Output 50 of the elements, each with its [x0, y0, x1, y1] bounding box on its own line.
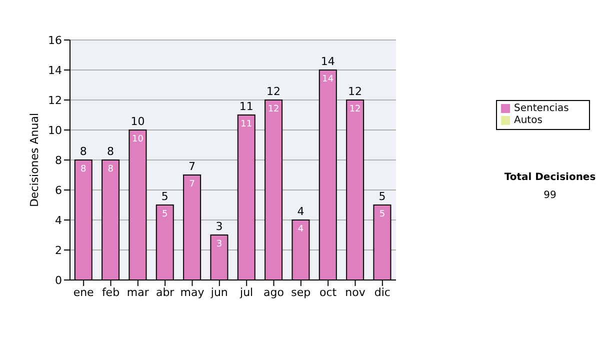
y-tick-label: 0: [55, 274, 62, 287]
total-label: 5: [161, 190, 168, 203]
text: 99: [542, 190, 558, 201]
text: Total Decisiones: [503, 172, 597, 183]
total-label: 14: [320, 55, 335, 68]
data-label: 5: [379, 209, 386, 220]
y-tick-label: 10: [48, 124, 62, 137]
y-tick-label: 12: [48, 94, 62, 107]
y-tick-label: 8: [55, 154, 62, 167]
x-tick-label: nov: [345, 286, 366, 299]
x-tick-label: may: [180, 286, 205, 299]
total-label: 4: [297, 205, 304, 218]
x-tick-label: abr: [156, 286, 175, 299]
data-label: 3: [216, 239, 222, 250]
total-label: 5: [378, 190, 386, 203]
total-label: 12: [348, 85, 362, 98]
data-label: 8: [108, 164, 114, 174]
x-tick-label: feb: [102, 286, 120, 299]
x-tick-label: jun: [210, 286, 228, 299]
data-label: 7: [189, 179, 195, 190]
data-label: 14: [322, 74, 334, 84]
y-axis-title: Decisiones Anual: [28, 112, 41, 208]
y-tick-label: 4: [55, 214, 62, 227]
y-tick-label: 14: [48, 64, 62, 77]
x-tick-label: mar: [126, 286, 150, 299]
total-label: 3: [216, 220, 223, 233]
x-tick-label: jul: [239, 286, 254, 299]
data-label: 10: [132, 134, 144, 144]
data-label: 12: [268, 104, 280, 114]
total-label: 7: [188, 160, 196, 173]
x-tick-label: ago: [264, 286, 284, 299]
total-label: 8: [107, 145, 114, 158]
data-label: 8: [80, 164, 87, 174]
data-label: 5: [162, 209, 168, 220]
legend-label: Sentencias: [514, 103, 569, 114]
x-tick-label: oct: [320, 286, 338, 299]
total-label: 10: [130, 115, 145, 128]
y-tick-label: 6: [55, 184, 62, 197]
data-label: 4: [298, 224, 304, 234]
x-tick-label: dic: [374, 286, 390, 299]
y-tick-label: 2: [55, 244, 62, 257]
total-label: 11: [239, 100, 254, 113]
x-tick-label: ene: [73, 286, 94, 299]
data-label: 12: [349, 104, 361, 114]
total-label: 8: [80, 145, 87, 158]
y-tick-label: 16: [48, 34, 62, 47]
total-label: 12: [266, 85, 281, 98]
legend-label: Autos: [514, 115, 542, 126]
data-label: 11: [240, 119, 252, 130]
x-tick-label: sep: [291, 286, 311, 299]
